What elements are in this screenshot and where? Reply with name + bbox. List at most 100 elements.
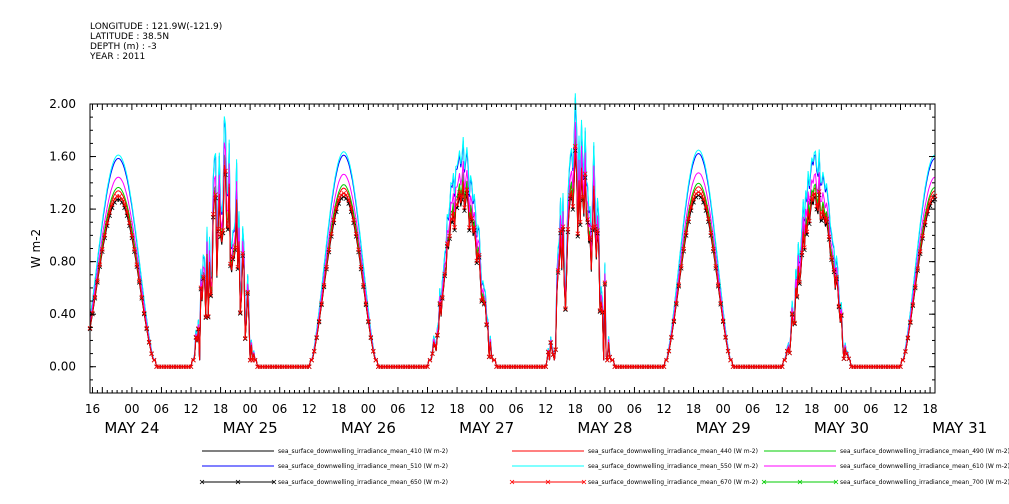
series-marker bbox=[242, 335, 248, 341]
series-marker bbox=[563, 307, 568, 312]
series-marker bbox=[491, 357, 497, 363]
x-tick-label: 18 bbox=[568, 402, 583, 416]
series-marker bbox=[109, 202, 115, 207]
series-marker bbox=[839, 312, 844, 317]
series-marker bbox=[459, 194, 465, 199]
series-marker bbox=[900, 357, 906, 363]
series-marker bbox=[220, 228, 226, 233]
series-marker bbox=[334, 206, 339, 211]
x-tick-label: 12 bbox=[183, 402, 198, 416]
series-marker bbox=[425, 364, 430, 370]
legend-marker bbox=[271, 479, 277, 485]
series-marker bbox=[713, 264, 719, 269]
series-marker bbox=[462, 205, 467, 210]
series-marker bbox=[437, 300, 443, 306]
series-marker bbox=[903, 349, 908, 354]
series-marker bbox=[309, 357, 315, 363]
series-marker bbox=[457, 190, 462, 195]
series-marker bbox=[245, 289, 250, 295]
legend-marker bbox=[545, 479, 551, 485]
series-marker bbox=[725, 348, 731, 354]
date-label: MAY 30 bbox=[814, 419, 869, 437]
series-marker bbox=[237, 310, 243, 315]
series-marker bbox=[205, 313, 211, 319]
y-tick-label: 0.00 bbox=[49, 360, 76, 374]
date-label: MAY 25 bbox=[223, 419, 278, 437]
series-marker bbox=[607, 354, 613, 360]
series-marker bbox=[442, 271, 448, 277]
series-marker bbox=[127, 220, 132, 226]
series-marker bbox=[464, 187, 470, 192]
series-marker bbox=[361, 283, 366, 288]
legend-marker bbox=[761, 479, 767, 485]
series-marker bbox=[821, 212, 827, 218]
series-marker bbox=[587, 235, 593, 240]
series-marker bbox=[568, 193, 573, 198]
series-marker bbox=[799, 250, 805, 256]
series-marker bbox=[570, 204, 576, 209]
series-marker bbox=[917, 249, 923, 254]
x-tick-label: 06 bbox=[863, 402, 878, 416]
series-marker bbox=[728, 357, 733, 363]
series-marker bbox=[553, 347, 558, 352]
series-marker bbox=[794, 293, 800, 299]
series-marker bbox=[201, 274, 206, 280]
plot-header: LONGITUDE : 121.9W(-121.9) LATITUDE : 38… bbox=[90, 22, 222, 62]
series-marker bbox=[602, 280, 608, 285]
y-axis-label: W m-2 bbox=[29, 229, 43, 268]
series-marker bbox=[449, 217, 455, 222]
series-marker bbox=[575, 231, 581, 236]
series-marker bbox=[563, 306, 568, 311]
date-label: MAY 29 bbox=[696, 419, 751, 437]
series-marker bbox=[358, 264, 364, 270]
series-marker bbox=[548, 339, 553, 345]
series-marker bbox=[467, 225, 472, 230]
year-label: YEAR : 2011 bbox=[90, 52, 146, 62]
series-marker bbox=[824, 216, 829, 222]
series-marker bbox=[676, 282, 682, 287]
series-marker bbox=[331, 217, 337, 223]
series-marker bbox=[703, 205, 709, 210]
series-marker bbox=[816, 189, 822, 194]
x-tick-label: 18 bbox=[449, 402, 464, 416]
series-marker bbox=[573, 143, 578, 149]
latitude-label: LATITUDE : 38.5N bbox=[90, 32, 170, 42]
series-marker bbox=[346, 197, 351, 203]
series-marker bbox=[807, 218, 812, 224]
series-marker bbox=[368, 334, 374, 340]
series-marker bbox=[146, 339, 152, 345]
series-marker bbox=[316, 318, 322, 324]
series-marker bbox=[809, 195, 815, 201]
legend: sea_surface_downwelling_irradiance_mean_… bbox=[199, 448, 1009, 486]
series-marker bbox=[789, 311, 795, 316]
series-marker bbox=[812, 191, 817, 197]
x-tick-label: 12 bbox=[775, 402, 790, 416]
series-marker bbox=[550, 352, 556, 357]
series-marker bbox=[898, 364, 903, 370]
series-marker bbox=[484, 322, 489, 327]
y-tick-label: 1.60 bbox=[49, 150, 76, 164]
x-tick-label: 00 bbox=[715, 402, 730, 416]
series-marker bbox=[597, 308, 603, 313]
series-marker bbox=[920, 233, 925, 239]
series-marker bbox=[661, 364, 667, 370]
depth-label: DEPTH (m) : -3 bbox=[90, 42, 157, 52]
series-marker bbox=[693, 191, 699, 197]
series-marker bbox=[691, 196, 696, 202]
series-marker bbox=[797, 279, 802, 285]
series-marker bbox=[95, 278, 100, 284]
series-marker bbox=[124, 210, 130, 215]
series-marker bbox=[792, 320, 797, 326]
series-marker bbox=[107, 210, 112, 215]
series-marker bbox=[555, 268, 561, 273]
x-tick-label: 06 bbox=[627, 402, 642, 416]
series-marker bbox=[444, 241, 450, 247]
series-marker bbox=[723, 334, 728, 340]
x-tick-label: 12 bbox=[302, 402, 317, 416]
series-marker bbox=[844, 351, 849, 357]
series-marker bbox=[582, 171, 588, 177]
x-tick-label: 00 bbox=[834, 402, 849, 416]
legend-entry: sea_surface_downwelling_irradiance_mean_… bbox=[278, 463, 448, 470]
series-marker bbox=[198, 285, 204, 290]
series-marker bbox=[149, 351, 154, 356]
